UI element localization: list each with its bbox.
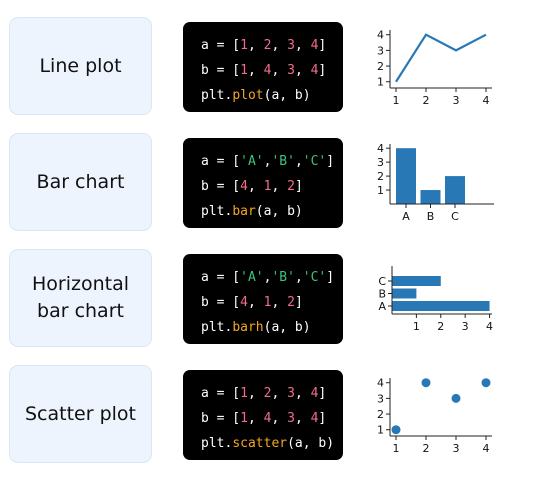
y-tick-label: A — [378, 300, 386, 313]
x-tick-label: 1 — [393, 94, 400, 107]
scatter-point — [482, 378, 491, 387]
row-label: Bar chart — [31, 169, 131, 196]
x-tick-label: B — [427, 210, 435, 223]
code-block-line-plot: a = [1, 2, 3, 4] b = [1, 4, 3, 4] plt.pl… — [183, 22, 343, 112]
code-line: plt.bar(a, b) — [201, 199, 343, 224]
x-tick-label: 3 — [453, 94, 460, 107]
code-line: b = [4, 1, 2] — [201, 174, 343, 199]
y-tick-label: 4 — [377, 29, 384, 42]
code-line: a = [1, 2, 3, 4] — [201, 33, 343, 58]
code-line: b = [4, 1, 2] — [201, 290, 343, 315]
y-tick-label: 3 — [377, 392, 384, 405]
line-plot-chart: 1 2 3 4 1 2 3 4 — [366, 20, 506, 114]
code-line: a = ['A','B','C'] — [201, 149, 343, 174]
code-line: a = ['A','B','C'] — [201, 265, 343, 290]
y-tick-label: 1 — [377, 184, 384, 197]
row-label: Line plot — [33, 53, 127, 80]
label-card-bar-chart: Bar chart — [9, 133, 152, 231]
code-block-horizontal-bar-chart: a = ['A','B','C'] b = [4, 1, 2] plt.barh… — [183, 254, 343, 344]
y-tick-label: 2 — [377, 408, 384, 421]
bar — [392, 276, 441, 286]
x-tick-label: C — [451, 210, 459, 223]
y-tick-label: 2 — [377, 170, 384, 183]
bar — [392, 289, 416, 299]
y-tick-label: C — [378, 275, 386, 288]
bar — [396, 148, 416, 204]
chart-svg: 1 2 3 4 1 2 3 4 — [366, 368, 506, 462]
code-block-bar-chart: a = ['A','B','C'] b = [4, 1, 2] plt.bar(… — [183, 138, 343, 228]
label-card-line-plot: Line plot — [9, 17, 152, 115]
x-tick-label: 1 — [413, 320, 420, 333]
x-tick-label: 4 — [483, 442, 490, 455]
chart-svg: ABC 1 2 3 4 — [366, 252, 506, 346]
label-card-horizontal-bar-chart: Horizontal bar chart — [9, 249, 152, 347]
row-label: Scatter plot — [19, 401, 142, 428]
y-tick-label: 2 — [377, 60, 384, 73]
x-tick-label: 4 — [483, 94, 490, 107]
y-tick-label: 1 — [377, 76, 384, 89]
x-tick-label: 4 — [486, 320, 493, 333]
code-line: plt.scatter(a, b) — [201, 431, 343, 456]
line-series — [396, 35, 486, 82]
x-tick-label: 2 — [423, 94, 430, 107]
code-line: b = [1, 4, 3, 4] — [201, 58, 343, 83]
bar — [421, 190, 441, 204]
code-block-scatter-plot: a = [1, 2, 3, 4] b = [1, 4, 3, 4] plt.sc… — [183, 370, 343, 460]
y-tick-label: 3 — [377, 44, 384, 57]
code-line: plt.plot(a, b) — [201, 83, 343, 108]
y-tick-label: 1 — [377, 424, 384, 437]
scatter-point — [392, 425, 401, 434]
y-tick-label: 4 — [377, 377, 384, 390]
x-tick-label: 3 — [453, 442, 460, 455]
x-tick-label: 1 — [393, 442, 400, 455]
code-line: plt.barh(a, b) — [201, 315, 343, 340]
chart-svg: 1 2 3 4 1 2 3 4 — [366, 20, 506, 114]
x-tick-label: 3 — [462, 320, 469, 333]
label-card-scatter-plot: Scatter plot — [9, 365, 152, 463]
scatter-point — [452, 394, 461, 403]
scatter-plot-chart: 1 2 3 4 1 2 3 4 — [366, 368, 506, 462]
row-label: Horizontal bar chart — [10, 271, 151, 325]
x-tick-label: A — [402, 210, 410, 223]
y-tick-label: B — [378, 288, 386, 301]
y-tick-label: 3 — [377, 156, 384, 169]
x-tick-label: 2 — [437, 320, 444, 333]
code-line: a = [1, 2, 3, 4] — [201, 381, 343, 406]
code-line: b = [1, 4, 3, 4] — [201, 406, 343, 431]
scatter-point — [422, 378, 431, 387]
x-tick-label: 2 — [423, 442, 430, 455]
bar — [392, 301, 490, 311]
bar — [445, 176, 465, 204]
y-tick-label: 4 — [377, 142, 384, 155]
